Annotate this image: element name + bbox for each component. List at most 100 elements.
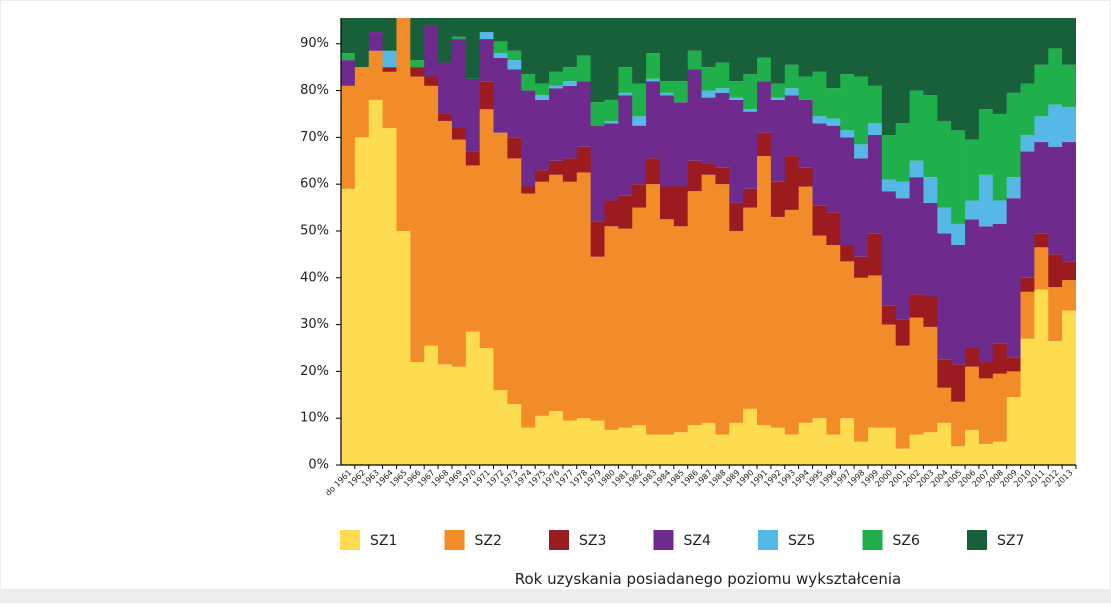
bar-segment bbox=[479, 347, 494, 465]
bar-segment bbox=[701, 67, 716, 91]
bar-segment bbox=[729, 97, 744, 100]
bar-segment bbox=[1006, 357, 1021, 372]
bar-segment bbox=[465, 331, 481, 465]
bar-segment bbox=[965, 139, 980, 201]
bar-segment bbox=[729, 202, 744, 231]
bar-segment bbox=[715, 184, 730, 435]
bar-segment bbox=[396, 230, 411, 465]
bar-segment bbox=[1034, 116, 1049, 143]
bar-segment bbox=[576, 18, 592, 56]
bar-segment bbox=[521, 193, 536, 428]
bar-segment bbox=[590, 221, 605, 257]
bar-segment bbox=[521, 186, 536, 194]
y-tick-label: 90% bbox=[300, 36, 329, 51]
bar-segment bbox=[646, 434, 661, 465]
bar-segment bbox=[632, 207, 647, 426]
bar-segment bbox=[549, 411, 564, 465]
y-tick-label: 60% bbox=[300, 177, 329, 192]
bar-segment bbox=[549, 88, 564, 161]
bar-segment bbox=[590, 125, 605, 222]
bar-segment bbox=[895, 181, 910, 199]
bar-segment bbox=[729, 99, 744, 203]
bar-segment bbox=[770, 18, 786, 84]
bar-segment bbox=[1034, 142, 1049, 234]
bar-segment bbox=[562, 81, 578, 86]
bar-segment bbox=[1048, 287, 1063, 341]
bar-segment bbox=[1020, 135, 1035, 152]
bar-segment bbox=[826, 88, 841, 119]
bar-segment bbox=[923, 95, 938, 178]
bar-segment bbox=[923, 202, 938, 297]
bar-segment bbox=[646, 53, 661, 79]
bar-segment bbox=[770, 97, 786, 100]
bar-segment bbox=[909, 18, 924, 91]
bar-segment bbox=[757, 132, 772, 157]
legend-swatch bbox=[653, 530, 674, 550]
bar-segment bbox=[604, 429, 619, 465]
bar-segment bbox=[354, 67, 370, 138]
plot-area bbox=[341, 18, 1076, 465]
bar-segment bbox=[784, 64, 800, 89]
bar-segment bbox=[673, 432, 689, 465]
bar-segment bbox=[881, 427, 897, 465]
bar-segment bbox=[798, 18, 813, 77]
bar-segment bbox=[646, 78, 661, 82]
bar-segment bbox=[812, 205, 827, 236]
bar-segment bbox=[937, 120, 952, 208]
bar-segment bbox=[438, 18, 453, 63]
y-tick-label: 0% bbox=[308, 458, 329, 473]
legend-label: SZ6 bbox=[893, 533, 920, 549]
bar-segment bbox=[687, 69, 702, 161]
bar-segment bbox=[590, 102, 605, 126]
bar-segment bbox=[978, 174, 994, 227]
bar-segment bbox=[576, 81, 592, 147]
bar-segment bbox=[965, 219, 980, 348]
bar-segment bbox=[1034, 289, 1049, 465]
bar-segment bbox=[438, 62, 453, 114]
bar-segment bbox=[715, 92, 730, 168]
bar-segment bbox=[757, 18, 772, 58]
bar-segment bbox=[978, 226, 994, 363]
bar-segment bbox=[493, 57, 508, 133]
bar-segment bbox=[757, 425, 772, 465]
bar-segment bbox=[854, 76, 869, 145]
bar-segment bbox=[618, 228, 633, 428]
bar-segment bbox=[951, 446, 966, 465]
bar-segment bbox=[923, 177, 938, 203]
bar-segment bbox=[562, 18, 578, 68]
bar-segment bbox=[368, 32, 384, 51]
bar-segment bbox=[424, 76, 439, 86]
bar-segment bbox=[798, 422, 813, 465]
bar-segment bbox=[992, 373, 1008, 442]
bar-segment bbox=[770, 216, 786, 428]
bar-segment bbox=[438, 120, 453, 365]
bar-segment bbox=[1048, 146, 1063, 255]
bar-segment bbox=[951, 18, 966, 131]
bar-segment bbox=[798, 99, 813, 168]
bar-segment bbox=[618, 95, 633, 196]
bar-segment bbox=[521, 90, 536, 187]
bar-segment bbox=[798, 76, 813, 100]
bar-segment bbox=[618, 195, 633, 229]
legend-swatch bbox=[967, 530, 987, 550]
bar-segment bbox=[937, 18, 952, 121]
bar-segment bbox=[535, 181, 550, 416]
bar-segment bbox=[854, 144, 869, 159]
bar-segment bbox=[410, 18, 425, 61]
bar-segment bbox=[604, 18, 619, 100]
bar-segment bbox=[937, 207, 952, 234]
bar-segment bbox=[895, 198, 910, 320]
bar-segment bbox=[909, 177, 924, 295]
bar-segment bbox=[659, 95, 675, 187]
bar-segment bbox=[465, 165, 481, 332]
bar-segment bbox=[701, 18, 716, 68]
bar-segment bbox=[1062, 310, 1076, 465]
bar-segment bbox=[368, 99, 384, 465]
bar-segment bbox=[659, 219, 675, 435]
bar-segment bbox=[923, 326, 938, 433]
bar-segment bbox=[618, 67, 633, 93]
bar-segment bbox=[368, 18, 384, 33]
bar-segment bbox=[479, 32, 494, 40]
bar-segment bbox=[867, 427, 883, 465]
